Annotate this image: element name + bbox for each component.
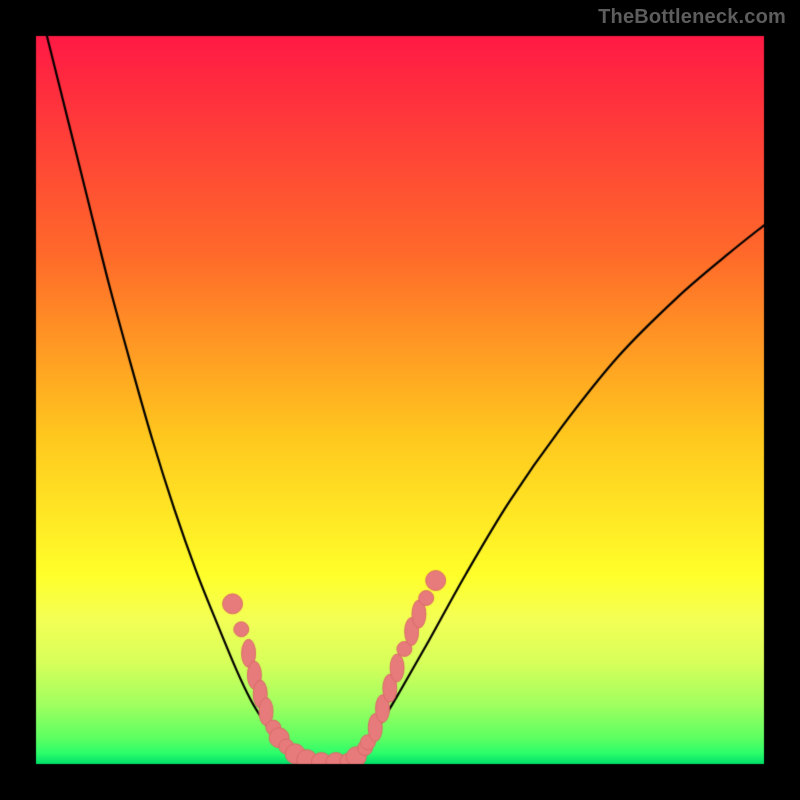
- chart-stage: TheBottleneck.com: [0, 0, 800, 800]
- watermark-text: TheBottleneck.com: [598, 6, 786, 29]
- bottleneck-v-chart: [0, 0, 800, 800]
